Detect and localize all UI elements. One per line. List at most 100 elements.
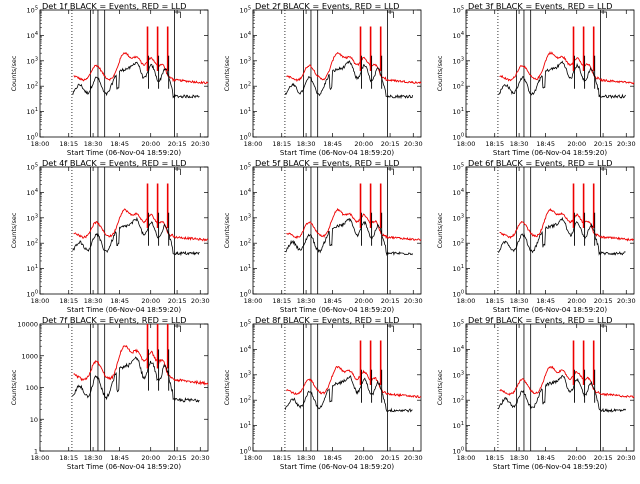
x-axis-label: Start Time (06-Nov-04 18:59:20)	[280, 149, 394, 157]
x-axis-label: Start Time (06-Nov-04 18:59:20)	[280, 306, 394, 314]
x-tick-label: 18:30	[84, 140, 103, 148]
x-tick-label: 18:45	[323, 454, 342, 462]
x-tick-label: 18:00	[457, 454, 476, 462]
panel-title: Det 5f BLACK = Events, RED = LLD	[255, 158, 399, 168]
marker-bracket	[387, 11, 394, 18]
chart-panel: Det 9f BLACK = Events, RED = LLD 100 101 10…	[436, 315, 636, 471]
y-tick-label: 102	[453, 239, 464, 248]
x-tick-label: 20:15	[594, 454, 613, 462]
y-axis-label: Counts/sec	[436, 212, 444, 248]
panel-title: Det 7f BLACK = Events, RED = LLD	[42, 315, 186, 325]
x-tick-label: 18:00	[31, 454, 50, 462]
x-tick-label: 18:30	[297, 454, 316, 462]
y-tick-label: 100	[27, 133, 38, 142]
x-tick-label: 20:15	[594, 140, 613, 148]
y-tick-label: 103	[27, 213, 38, 222]
panel-title: Det 6f BLACK = Events, RED = LLD	[468, 158, 612, 168]
x-tick-label: 20:15	[381, 140, 400, 148]
y-tick-label: 104	[453, 345, 464, 354]
x-axis-label: Start Time (06-Nov-04 18:59:20)	[280, 463, 394, 471]
y-tick-label: 103	[240, 370, 251, 379]
y-tick-label: 104	[27, 188, 38, 197]
x-tick-label: 18:45	[536, 140, 555, 148]
x-tick-label: 18:15	[272, 454, 291, 462]
y-tick-label: 100	[26, 384, 38, 392]
x-tick-label: 20:00	[567, 454, 586, 462]
y-tick-label: 100	[453, 133, 464, 142]
x-axis-label: Start Time (06-Nov-04 18:59:20)	[493, 149, 607, 157]
y-tick-label: 105	[240, 320, 251, 329]
x-tick-label: 20:30	[617, 454, 636, 462]
y-axis-label: Counts/sec	[10, 369, 18, 405]
y-tick-label: 102	[27, 239, 38, 248]
y-tick-label: 105	[240, 6, 251, 15]
y-tick-label: 100	[27, 290, 38, 299]
x-axis-label: Start Time (06-Nov-04 18:59:20)	[493, 463, 607, 471]
plot-frame	[39, 9, 209, 138]
marker-bracket	[387, 168, 394, 175]
events-series-line	[284, 375, 413, 413]
y-tick-label: 101	[240, 421, 251, 430]
y-tick-label: 101	[240, 264, 251, 273]
y-tick-label: 103	[240, 56, 251, 65]
x-tick-label: 18:30	[510, 140, 529, 148]
y-tick-label: 101	[453, 421, 464, 430]
panel-title: Det 1f BLACK = Events, RED = LLD	[42, 1, 186, 11]
plot-frame	[465, 166, 635, 295]
y-tick-label: 105	[453, 320, 464, 329]
plot-frame	[39, 166, 209, 295]
x-tick-label: 20:30	[617, 297, 636, 305]
y-tick-label: 10	[30, 416, 38, 424]
x-tick-label: 20:00	[141, 140, 160, 148]
y-axis-label: Counts/sec	[10, 212, 18, 248]
x-tick-label: 18:30	[297, 140, 316, 148]
lld-series-line	[286, 51, 422, 84]
chart-panel: Det 1f BLACK = Events, RED = LLD 100 101 10…	[10, 1, 210, 157]
events-series-line	[72, 61, 200, 100]
marker-bracket	[600, 168, 607, 175]
x-tick-label: 20:00	[141, 454, 160, 462]
events-series-line	[497, 374, 626, 413]
plot-frame	[252, 323, 422, 452]
x-axis-label: Start Time (06-Nov-04 18:59:20)	[493, 306, 607, 314]
y-tick-label: 101	[240, 107, 251, 116]
y-tick-label: 100	[453, 290, 464, 299]
panel-title: Det 9f BLACK = Events, RED = LLD	[468, 315, 612, 325]
events-series-line	[72, 216, 200, 257]
y-tick-label: 104	[27, 31, 38, 40]
y-tick-label: 100	[240, 290, 251, 299]
x-tick-label: 20:00	[354, 454, 373, 462]
x-tick-label: 18:15	[272, 297, 291, 305]
x-tick-label: 18:30	[510, 297, 529, 305]
marker-bracket	[600, 11, 607, 18]
x-tick-label: 18:45	[536, 297, 555, 305]
x-tick-label: 18:15	[59, 140, 78, 148]
y-tick-label: 105	[240, 163, 251, 172]
x-tick-label: 18:00	[244, 140, 263, 148]
chart-panel: Det 2f BLACK = Events, RED = LLD 100 101 10…	[223, 1, 423, 157]
y-tick-label: 102	[240, 82, 251, 91]
x-tick-label: 18:30	[84, 454, 103, 462]
y-tick-label: 100	[240, 133, 251, 142]
panel-title: Det 3f BLACK = Events, RED = LLD	[468, 1, 612, 11]
y-tick-label: 104	[240, 31, 251, 40]
y-tick-label: 103	[453, 56, 464, 65]
x-tick-label: 20:00	[567, 140, 586, 148]
y-axis-label: Counts/sec	[10, 55, 18, 91]
x-tick-label: 20:00	[567, 297, 586, 305]
plot-frame	[465, 323, 635, 452]
events-series-line	[284, 59, 413, 100]
y-axis-label: Counts/sec	[436, 55, 444, 91]
y-tick-label: 105	[27, 163, 38, 172]
lld-series-line	[286, 207, 422, 241]
x-tick-label: 18:45	[110, 140, 129, 148]
x-tick-label: 18:15	[59, 297, 78, 305]
x-tick-label: 18:15	[485, 454, 504, 462]
chart-panel: Det 3f BLACK = Events, RED = LLD 100 101 10…	[436, 1, 636, 157]
x-tick-label: 20:30	[191, 140, 210, 148]
x-axis-label: Start Time (06-Nov-04 18:59:20)	[67, 149, 181, 157]
y-tick-label: 1	[34, 448, 38, 456]
events-series-line	[72, 356, 200, 403]
x-tick-label: 18:45	[323, 297, 342, 305]
